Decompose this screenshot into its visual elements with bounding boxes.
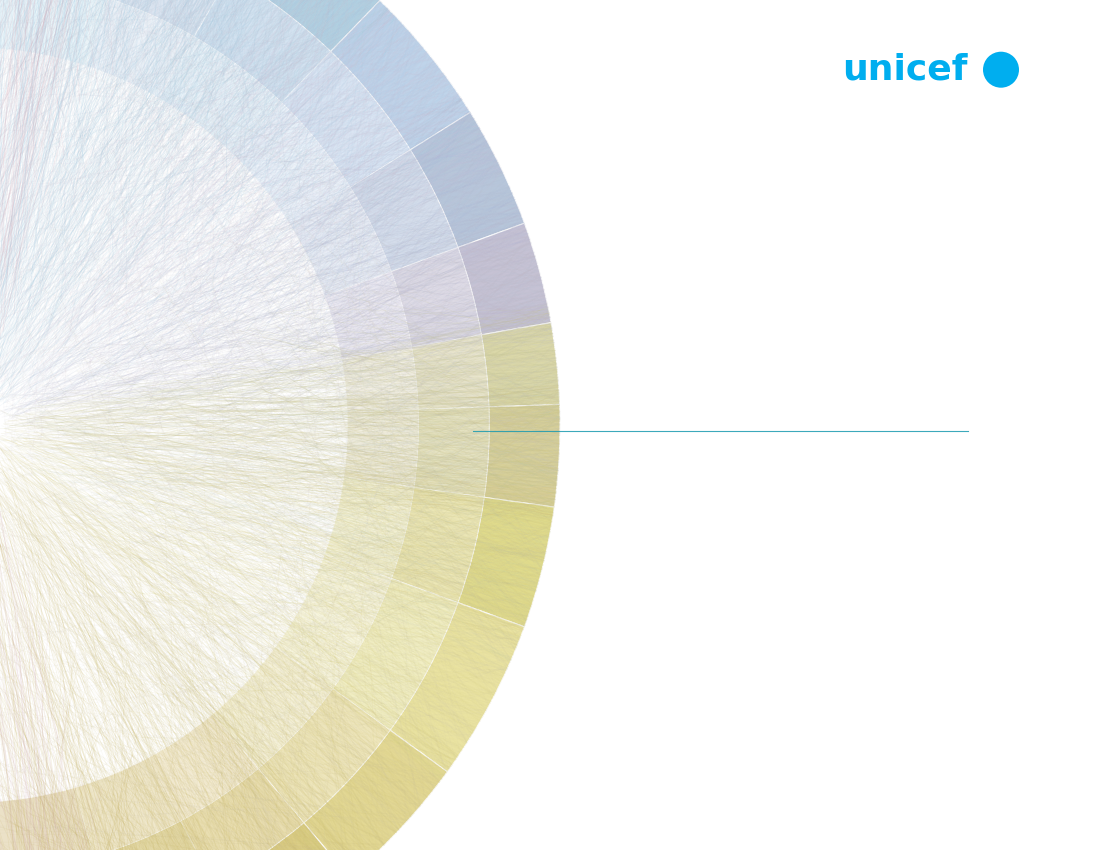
Text: unicef: unicef <box>843 53 968 87</box>
Wedge shape <box>411 335 488 410</box>
Wedge shape <box>94 821 213 850</box>
Wedge shape <box>333 578 458 730</box>
Wedge shape <box>0 0 109 66</box>
Wedge shape <box>230 0 380 52</box>
Wedge shape <box>344 410 418 487</box>
Wedge shape <box>212 647 333 768</box>
Wedge shape <box>304 730 448 850</box>
Wedge shape <box>458 224 551 335</box>
Wedge shape <box>410 112 525 247</box>
Wedge shape <box>350 150 458 272</box>
Wedge shape <box>258 688 390 823</box>
Wedge shape <box>158 37 282 153</box>
Wedge shape <box>392 487 484 603</box>
Wedge shape <box>484 405 560 507</box>
Wedge shape <box>195 0 331 103</box>
Wedge shape <box>324 478 414 578</box>
Wedge shape <box>213 823 349 850</box>
Wedge shape <box>392 247 482 347</box>
Wedge shape <box>232 103 350 225</box>
Wedge shape <box>482 322 560 407</box>
Wedge shape <box>87 0 195 98</box>
Wedge shape <box>109 0 230 37</box>
Wedge shape <box>390 603 525 772</box>
Wedge shape <box>180 768 304 850</box>
Wedge shape <box>324 272 411 360</box>
Wedge shape <box>414 407 490 497</box>
Wedge shape <box>342 347 418 411</box>
Wedge shape <box>275 554 392 688</box>
Wedge shape <box>282 52 410 187</box>
Circle shape <box>983 52 1019 88</box>
Wedge shape <box>331 1 471 150</box>
Wedge shape <box>458 497 554 626</box>
Wedge shape <box>0 788 94 850</box>
Wedge shape <box>290 187 392 296</box>
Wedge shape <box>74 758 180 850</box>
Wedge shape <box>147 714 258 821</box>
